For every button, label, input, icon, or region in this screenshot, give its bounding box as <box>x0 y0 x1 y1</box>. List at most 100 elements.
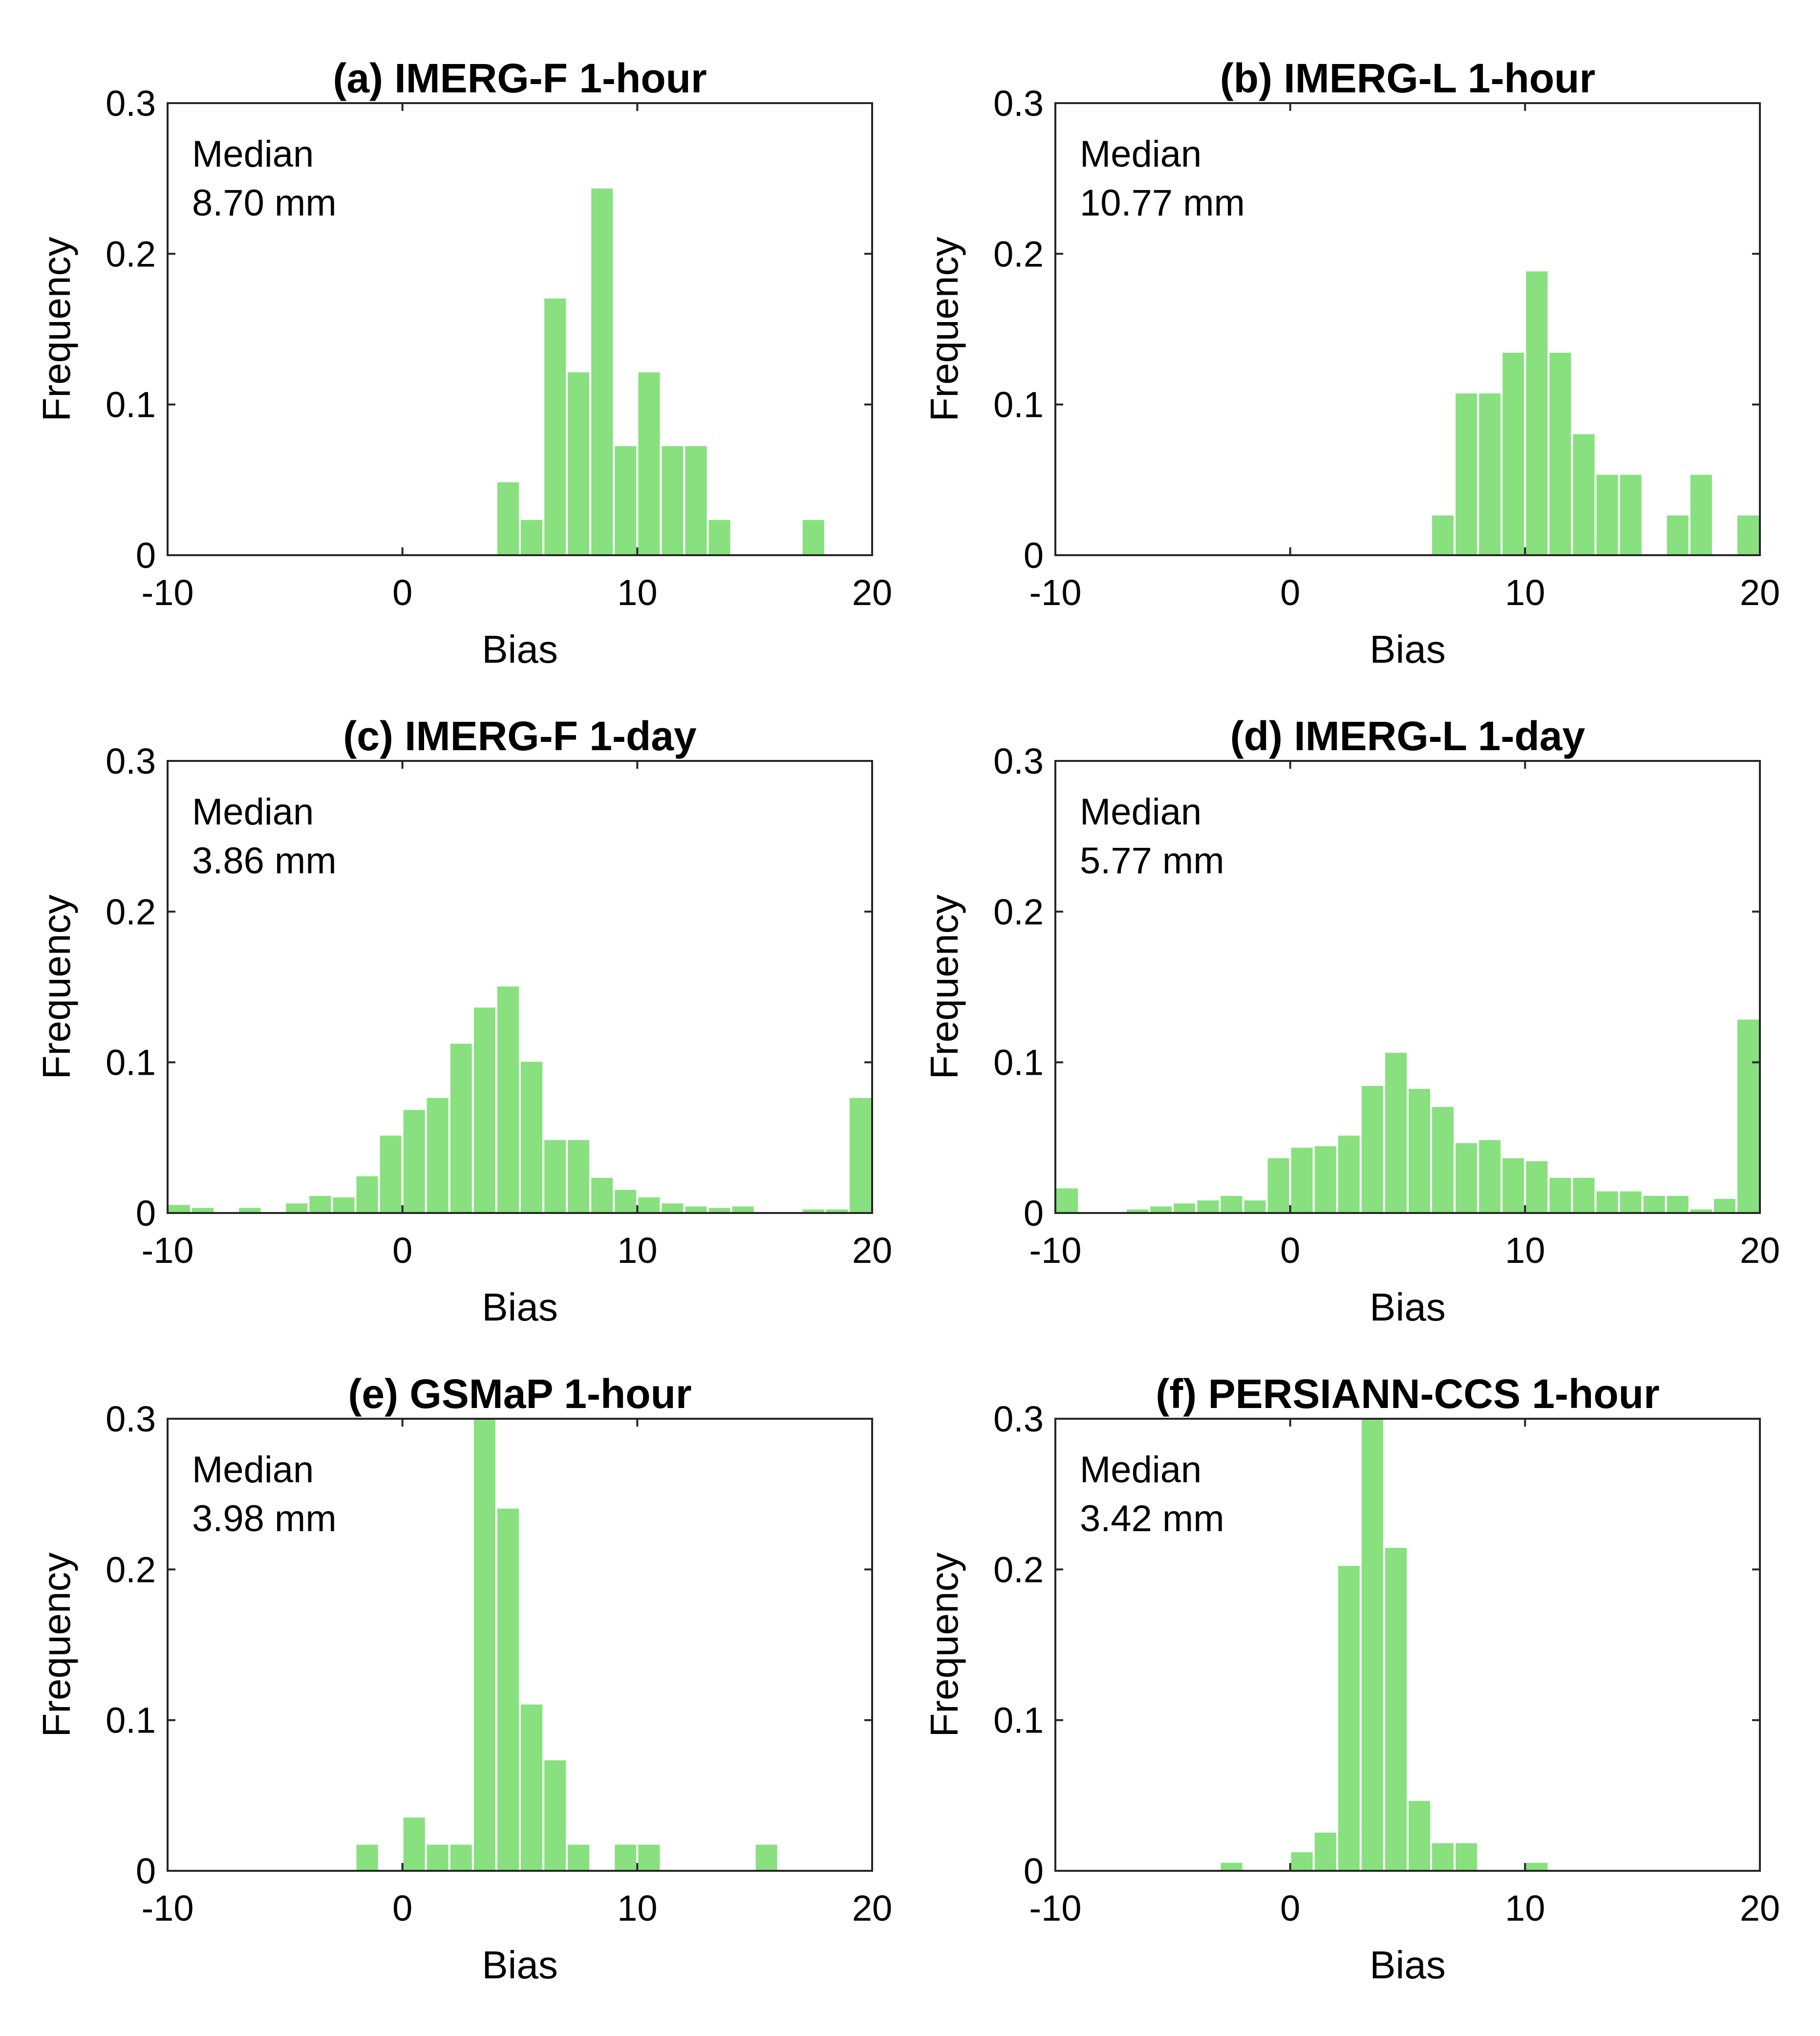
histogram-bar <box>331 1195 357 1214</box>
histogram-bar <box>1618 1189 1644 1214</box>
y-axis-label: Frequency <box>922 895 966 1080</box>
histogram-bar <box>1665 1194 1691 1214</box>
median-value: 3.98 mm <box>192 1498 337 1539</box>
histogram-bar <box>1430 1841 1456 1872</box>
histogram-bar <box>1219 1194 1244 1214</box>
axes-box <box>1054 102 1761 556</box>
y-tick-label: 0 <box>136 1193 156 1234</box>
y-tick-label: 0.2 <box>993 891 1044 932</box>
histogram-bar <box>683 444 709 557</box>
axes-box <box>167 760 873 1214</box>
histogram-bar <box>1547 350 1573 556</box>
histogram-bar <box>542 1758 568 1872</box>
histogram-bar <box>1054 1186 1080 1214</box>
y-tick-label: 0.1 <box>993 1700 1044 1741</box>
x-tick-label: 0 <box>1280 1230 1300 1271</box>
histogram-bar <box>707 518 732 556</box>
histogram-bar <box>1383 1546 1409 1872</box>
x-axis-label: Bias <box>1370 1943 1446 1987</box>
y-axis-label: Frequency <box>35 1553 78 1737</box>
y-tick-label: 0.1 <box>106 385 156 425</box>
y-tick-label: 0.1 <box>106 1700 156 1741</box>
median-value: 3.42 mm <box>1080 1498 1224 1539</box>
histogram-bar <box>1454 391 1479 556</box>
histogram-bar <box>1242 1198 1268 1214</box>
histogram-bar <box>1265 1156 1291 1214</box>
median-label: Median <box>192 791 314 833</box>
histogram-bar <box>471 1418 497 1872</box>
x-tick-label: -10 <box>1029 1230 1082 1271</box>
histogram-bar <box>1571 432 1597 556</box>
histogram-bar <box>566 370 592 556</box>
x-tick-label: -10 <box>142 572 194 613</box>
x-tick-label: 20 <box>852 1888 892 1928</box>
y-tick-label: 0.1 <box>993 385 1044 425</box>
histogram-bar <box>519 1702 545 1872</box>
median-value: 5.77 mm <box>1080 840 1224 882</box>
y-tick-label: 0.3 <box>993 83 1044 124</box>
histogram-bar <box>1195 1198 1221 1214</box>
histogram-bar <box>1454 1141 1479 1214</box>
x-tick-label: 20 <box>852 572 892 613</box>
histogram-bar <box>1359 1418 1385 1872</box>
panel-title: (d) IMERG-L 1-day <box>1230 713 1585 759</box>
histogram-bar <box>1524 1861 1550 1872</box>
y-axis-label: Frequency <box>922 237 966 422</box>
y-tick-label: 0.3 <box>106 1399 156 1439</box>
histogram-bar <box>1336 1564 1362 1872</box>
histogram-bar <box>1735 513 1761 556</box>
histogram-bar <box>683 1204 709 1214</box>
histogram-bar <box>566 1842 592 1872</box>
histogram-bar <box>1289 1850 1315 1872</box>
y-tick-label: 0 <box>1024 535 1044 576</box>
histogram-bar <box>354 1174 380 1214</box>
x-tick-label: 20 <box>852 1230 892 1271</box>
x-tick-label: -10 <box>1029 1888 1082 1928</box>
histogram-bar <box>1477 1138 1503 1214</box>
x-tick-label: 0 <box>392 1230 412 1271</box>
histogram-bar <box>1665 513 1691 556</box>
y-axis-label: Frequency <box>922 1553 966 1737</box>
histogram-bar <box>636 370 662 556</box>
histogram-bar <box>636 1842 662 1872</box>
histogram-bar <box>1594 473 1620 556</box>
panel-title: (a) IMERG-F 1-hour <box>333 55 707 101</box>
y-tick-label: 0.1 <box>993 1042 1044 1083</box>
histogram-bar <box>1172 1201 1198 1214</box>
histogram-bar <box>1407 1087 1433 1214</box>
histogram-bar <box>378 1133 404 1214</box>
histogram-bar <box>753 1842 779 1872</box>
histogram-bar <box>589 186 615 556</box>
x-tick-label: 10 <box>1505 1888 1545 1928</box>
panel-title: (b) IMERG-L 1-hour <box>1220 55 1595 101</box>
panel-title: (c) IMERG-F 1-day <box>343 713 697 759</box>
x-axis-label: Bias <box>482 628 558 671</box>
x-axis-label: Bias <box>482 1943 558 1987</box>
median-value: 10.77 mm <box>1080 182 1245 224</box>
histogram-bar <box>1688 473 1714 556</box>
x-tick-label: 0 <box>392 1888 412 1928</box>
y-tick-label: 0 <box>136 535 156 576</box>
panel-title: (f) PERSIANN-CCS 1-hour <box>1156 1371 1659 1417</box>
histogram-bar <box>542 296 568 556</box>
histogram-bar <box>1407 1799 1433 1872</box>
histogram-bar <box>1712 1197 1737 1214</box>
x-axis-label: Bias <box>482 1285 558 1329</box>
median-label: Median <box>192 133 314 175</box>
y-tick-label: 0.3 <box>993 1399 1044 1439</box>
median-label: Median <box>192 1449 314 1491</box>
axes-box <box>167 102 873 556</box>
axes-box <box>167 1418 873 1872</box>
histogram-bar <box>1359 1083 1385 1214</box>
y-tick-label: 0.2 <box>106 234 156 274</box>
histogram-bar <box>1383 1051 1409 1214</box>
y-tick-label: 0.3 <box>106 741 156 781</box>
y-tick-label: 0.2 <box>993 234 1044 274</box>
y-axis-label: Frequency <box>35 895 78 1080</box>
histogram-bar <box>1219 1861 1244 1872</box>
histogram-bar <box>1430 1105 1456 1214</box>
